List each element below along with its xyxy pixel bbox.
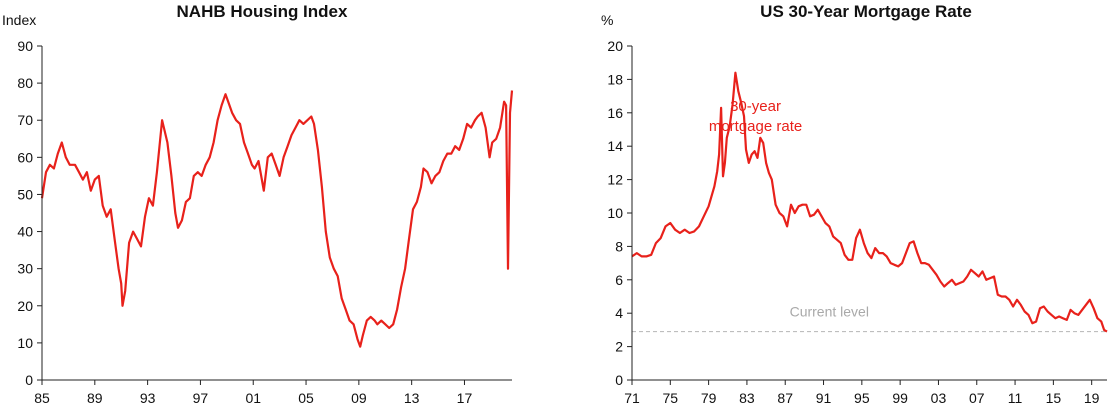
x-tick-label: 07 [969,390,985,406]
x-tick-label: 79 [701,390,717,406]
x-tick-label: 99 [892,390,908,406]
series-layer [631,71,1108,333]
y-axis-label: % [601,12,613,28]
y-tick-label: 50 [17,186,33,202]
y-tick-label: 70 [17,112,33,128]
y-tick-label: 2 [615,339,623,355]
x-tick-label: 01 [245,390,261,406]
chart-title: NAHB Housing Index [177,2,348,21]
x-tick-label: 05 [298,390,314,406]
x-tick-label: 11 [1008,390,1023,406]
series-annotation: 30-year [730,98,781,115]
annotation-layer: 30-year mortgage rate Current level [709,98,869,319]
x-tick-label: 87 [777,390,793,406]
x-tick-label: 17 [457,390,473,406]
series-layer [40,90,514,348]
y-tick-label: 20 [607,38,623,54]
y-tick-label: 16 [607,105,623,121]
x-tick-label: 15 [1046,390,1062,406]
y-tick-label: 10 [17,335,33,351]
y-tick-label: 90 [17,38,33,54]
x-tick-label: 75 [663,390,679,406]
x-tick-label: 09 [351,390,367,406]
series-line [631,71,1108,333]
x-tick-label: 93 [140,390,156,406]
y-tick-label: 80 [17,75,33,91]
y-axis-label: Index [2,12,36,28]
current-level-annotation: Current level [790,304,869,320]
y-tick-label: 12 [607,172,623,188]
x-tick-label: 03 [931,390,947,406]
x-ticks: 85 89 93 97 01 05 09 13 17 [34,380,472,406]
x-tick-label: 85 [34,390,50,406]
x-tick-label: 19 [1084,390,1100,406]
x-tick-label: 89 [87,390,103,406]
y-tick-label: 0 [615,372,623,388]
x-tick-label: 95 [854,390,870,406]
chart-panel-mortgage: US 30-Year Mortgage Rate % 0 2 4 6 8 10 12 14 16… [601,2,1108,406]
x-ticks: 71 75 79 83 87 91 95 99 03 07 11 15 19 [624,380,1100,406]
series-line [40,90,514,348]
x-tick-label: 91 [816,390,832,406]
chart-panel-nahb: NAHB Housing Index Index 010203040506070… [2,2,514,406]
y-tick-label: 8 [615,238,623,254]
y-tick-label: 18 [607,71,623,87]
y-tick-label: 0 [25,372,33,388]
x-tick-label: 97 [193,390,209,406]
y-tick-label: 10 [607,205,623,221]
y-tick-label: 6 [615,272,623,288]
series-annotation: mortgage rate [709,118,802,135]
x-tick-label: 13 [404,390,420,406]
y-tick-label: 14 [607,138,623,154]
y-tick-label: 60 [17,149,33,165]
y-tick-label: 40 [17,224,33,240]
x-tick-label: 83 [739,390,755,406]
y-ticks: 0 2 4 6 8 10 12 14 16 18 20 [607,38,632,388]
y-tick-label: 30 [17,261,33,277]
chart-title: US 30-Year Mortgage Rate [760,2,972,21]
y-ticks: 0 10 20 30 40 50 60 70 80 90 [17,38,42,388]
x-tick-label: 71 [624,390,640,406]
y-tick-label: 4 [615,305,623,321]
y-tick-label: 20 [17,298,33,314]
